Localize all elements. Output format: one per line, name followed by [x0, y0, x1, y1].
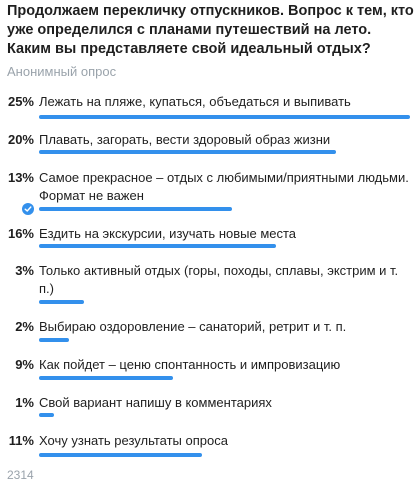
option-text: Как пойдет – ценю спонтанность и импрови…: [39, 357, 341, 372]
result-bar: [39, 244, 276, 248]
option-text: Лежать на пляже, купаться, объедаться и …: [39, 94, 351, 109]
result-bar: [39, 150, 336, 154]
option-percent: 11%: [8, 433, 34, 448]
option-percent: 1%: [15, 395, 34, 410]
option-text: Свой вариант напишу в комментариях: [39, 395, 272, 410]
result-bar: [39, 453, 202, 457]
option-percent: 20%: [7, 132, 34, 147]
votes-count: 2314: [7, 468, 34, 482]
result-bar: [39, 300, 84, 304]
poll-type-label: Анонимный опрос: [7, 64, 117, 79]
option-percent: 9%: [15, 357, 34, 372]
option-percent: 16%: [7, 226, 34, 241]
option-text: Выбираю оздоровление – санаторий, ретрит…: [39, 319, 347, 334]
option-percent: 13%: [7, 170, 34, 185]
option-percent: 2%: [15, 319, 34, 334]
option-percent: 3%: [15, 263, 34, 278]
option-percent: 25%: [7, 94, 34, 109]
option-text: Ездить на экскурсии, изучать новые места: [39, 226, 297, 241]
option-text: Самое прекрасное – отдых с любимыми/прия…: [39, 170, 409, 203]
poll-question: Продолжаем перекличку отпускников. Вопро…: [7, 3, 414, 57]
result-bar: [39, 338, 69, 342]
result-bar: [39, 376, 173, 380]
result-bar: [39, 115, 410, 119]
option-text: Хочу узнать результаты опроса: [39, 433, 228, 448]
option-text: Только активный отдых (горы, походы, спл…: [39, 263, 399, 296]
result-bar: [39, 207, 232, 211]
result-bar: [39, 413, 54, 417]
check-icon: [22, 203, 34, 215]
option-text: Плавать, загорать, вести здоровый образ …: [39, 132, 331, 147]
